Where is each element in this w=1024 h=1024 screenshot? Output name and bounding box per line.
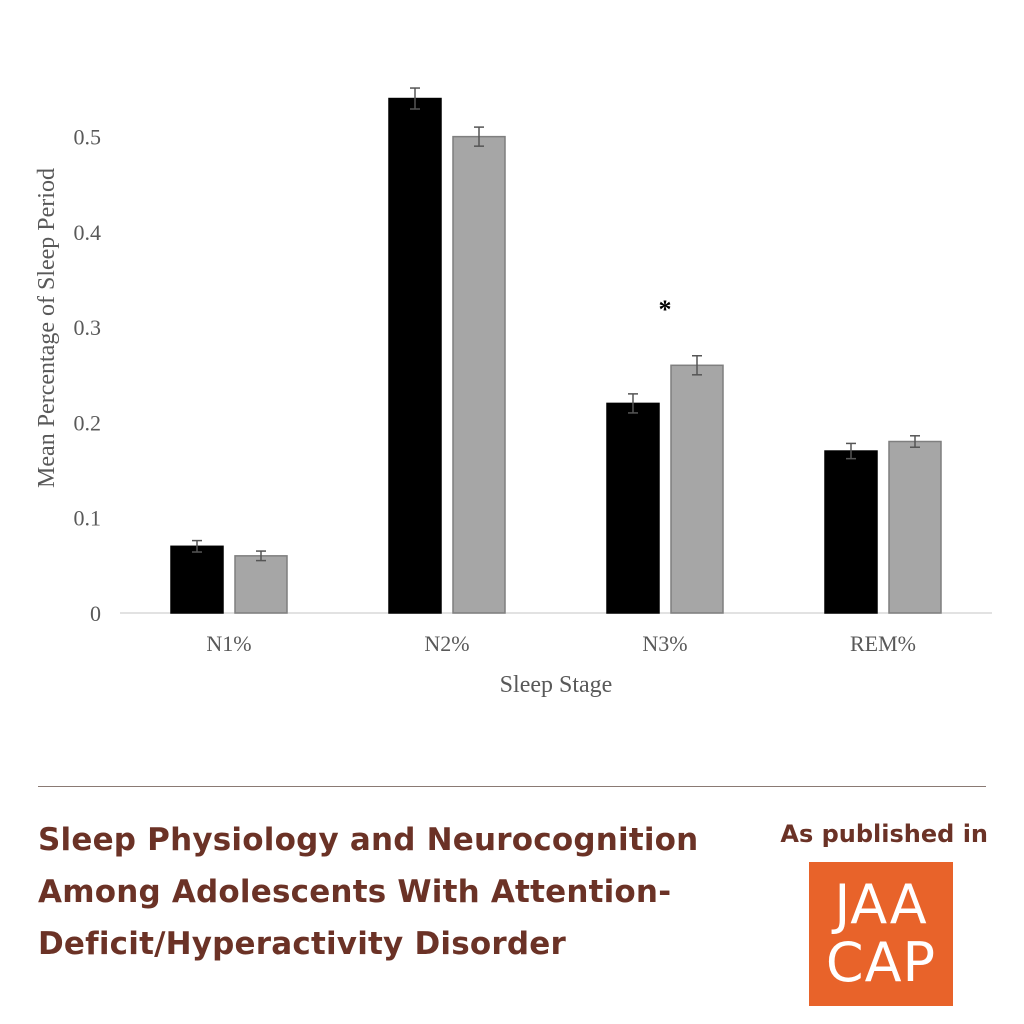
logo-text: CAP [825, 931, 937, 994]
y-axis-title: Mean Percentage of Sleep Period [34, 168, 60, 488]
error-bars [192, 87, 920, 562]
y-tick-label: 0 [90, 601, 101, 626]
title-line: Among Adolescents With Attention- [38, 874, 672, 910]
bar [170, 545, 224, 614]
y-tick-label: 0.5 [74, 125, 102, 150]
annotations: * [659, 295, 672, 324]
x-axis-ticks: N1% N2% N3% REM% [206, 631, 916, 656]
y-tick-label: 0.4 [74, 220, 102, 245]
article-title: Sleep Physiology and Neurocognition Amon… [38, 814, 758, 970]
title-line: Sleep Physiology and Neurocognition [38, 822, 699, 858]
x-tick-label: REM% [850, 631, 916, 656]
jaacap-logo: JAA CAP [809, 862, 953, 1006]
bar [452, 135, 506, 614]
y-tick-label: 0.1 [74, 506, 102, 531]
x-tick-label: N2% [424, 631, 469, 656]
bar [670, 364, 724, 614]
published-in-label: As published in [780, 820, 988, 848]
bar-chart: 0 0.1 0.2 0.3 0.4 0.5 N1% N2% N3% REM% * Sleep S… [34, 87, 992, 698]
bar [388, 97, 442, 614]
title-line: Deficit/Hyperactivity Disorder [38, 926, 566, 962]
divider [38, 786, 986, 787]
bar [824, 450, 878, 614]
logo-text: JAA [834, 873, 928, 936]
bar [606, 402, 660, 614]
x-tick-label: N1% [206, 631, 251, 656]
y-tick-label: 0.2 [74, 410, 102, 435]
bar [234, 555, 288, 614]
x-tick-label: N3% [642, 631, 687, 656]
bar [888, 440, 942, 614]
significance-marker: * [659, 295, 672, 324]
bar-series [170, 97, 942, 614]
y-axis-ticks: 0 0.1 0.2 0.3 0.4 0.5 [74, 125, 102, 626]
y-tick-label: 0.3 [74, 315, 102, 340]
x-axis-title: Sleep Stage [500, 672, 613, 698]
